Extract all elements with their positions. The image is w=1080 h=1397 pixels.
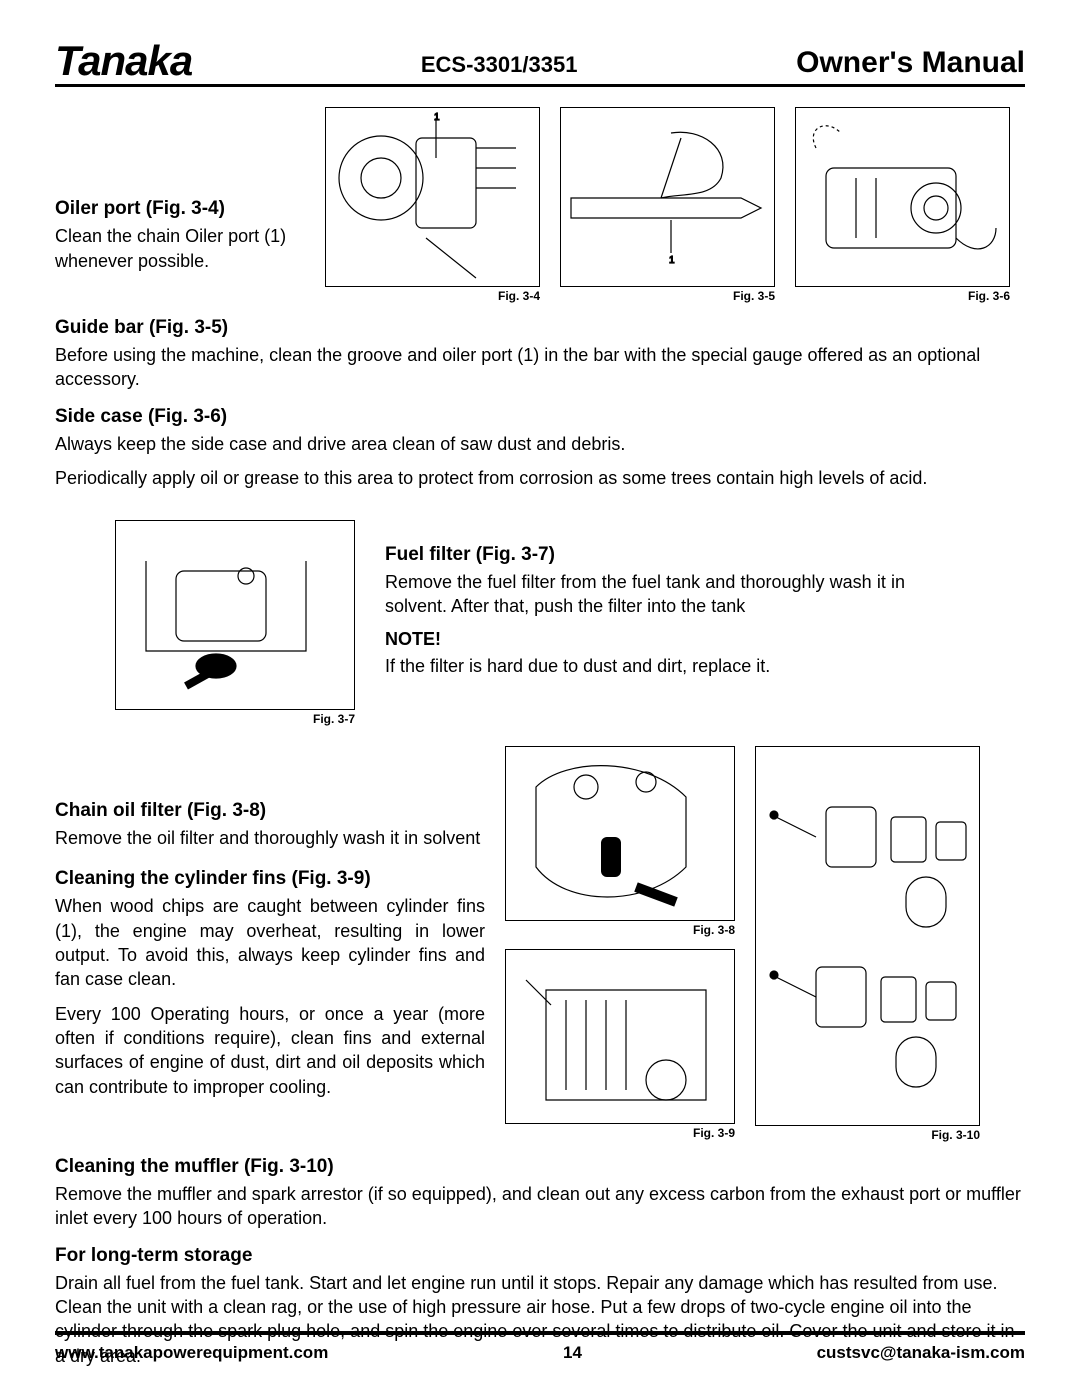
model-number: ECS-3301/3351 [202, 52, 796, 82]
diagram-icon [756, 747, 981, 1127]
chain-oil-title: Chain oil filter (Fig. 3-8) [55, 800, 485, 822]
figure-3-6-container: Fig. 3-6 [795, 107, 1010, 303]
figure-3-6-caption: Fig. 3-6 [795, 289, 1010, 303]
figure-3-4-container: 1 Fig. 3-4 [325, 107, 540, 303]
figure-3-8-caption: Fig. 3-8 [505, 923, 735, 937]
diagram-icon: 1 [326, 108, 541, 288]
side-case-title: Side case (Fig. 3-6) [55, 406, 1025, 428]
figure-3-10-container: Fig. 3-10 [755, 746, 980, 1142]
oiler-port-title: Oiler port (Fig. 3-4) [55, 198, 305, 220]
muffler-body: Remove the muffler and spark arrestor (i… [55, 1182, 1025, 1231]
guide-bar-body: Before using the machine, clean the groo… [55, 343, 1025, 392]
figure-3-7-container: Fig. 3-7 [115, 520, 355, 726]
figure-3-9-caption: Fig. 3-9 [505, 1126, 735, 1140]
chain-oil-body: Remove the oil filter and thoroughly was… [55, 826, 485, 850]
figure-3-9-container: Fig. 3-9 [505, 949, 735, 1140]
figure-3-7-caption: Fig. 3-7 [115, 712, 355, 726]
diagram-icon: 1 [561, 108, 776, 288]
figure-3-5-caption: Fig. 3-5 [560, 289, 775, 303]
muffler-title: Cleaning the muffler (Fig. 3-10) [55, 1156, 1025, 1178]
diagram-icon [506, 950, 736, 1125]
note-label: NOTE! [385, 629, 1025, 650]
figure-3-7 [115, 520, 355, 710]
page-header: Tanaka ECS-3301/3351 Owner's Manual [55, 40, 1025, 87]
figure-3-6 [795, 107, 1010, 287]
svg-text:1: 1 [434, 112, 440, 123]
figure-3-10 [755, 746, 980, 1126]
document-title: Owner's Manual [796, 46, 1025, 82]
storage-title: For long-term storage [55, 1245, 1025, 1267]
figure-3-8 [505, 746, 735, 921]
oiler-port-body: Clean the chain Oiler port (1) whenever … [55, 224, 305, 273]
fuel-filter-body: Remove the fuel filter from the fuel tan… [385, 570, 905, 619]
page-footer: www.tanakapowerequipment.com 14 custsvc@… [55, 1331, 1025, 1363]
diagram-icon [796, 108, 1011, 288]
cylinder-body1: When wood chips are caught between cylin… [55, 894, 485, 991]
side-case-body2: Periodically apply oil or grease to this… [55, 466, 1025, 490]
footer-url: www.tanakapowerequipment.com [55, 1343, 328, 1363]
page-number: 14 [328, 1343, 816, 1363]
figure-3-10-caption: Fig. 3-10 [755, 1128, 980, 1142]
figure-3-4: 1 [325, 107, 540, 287]
footer-email: custsvc@tanaka-ism.com [817, 1343, 1025, 1363]
note-body: If the filter is hard due to dust and di… [385, 654, 1025, 678]
figure-3-5-container: 1 Fig. 3-5 [560, 107, 775, 303]
guide-bar-title: Guide bar (Fig. 3-5) [55, 317, 1025, 339]
figure-3-4-caption: Fig. 3-4 [325, 289, 540, 303]
fuel-filter-title: Fuel filter (Fig. 3-7) [385, 544, 1025, 566]
svg-text:1: 1 [669, 255, 675, 266]
brand-logo: Tanaka [55, 40, 202, 82]
diagram-icon [116, 521, 356, 711]
figure-3-5: 1 [560, 107, 775, 287]
cylinder-body2: Every 100 Operating hours, or once a yea… [55, 1002, 485, 1099]
side-case-body1: Always keep the side case and drive area… [55, 432, 1025, 456]
diagram-icon [506, 747, 736, 922]
cylinder-title: Cleaning the cylinder fins (Fig. 3-9) [55, 868, 485, 890]
figure-3-9 [505, 949, 735, 1124]
figure-3-8-container: Fig. 3-8 [505, 746, 735, 937]
